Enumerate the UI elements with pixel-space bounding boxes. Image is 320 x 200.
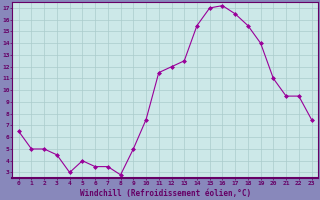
X-axis label: Windchill (Refroidissement éolien,°C): Windchill (Refroidissement éolien,°C)	[80, 189, 251, 198]
